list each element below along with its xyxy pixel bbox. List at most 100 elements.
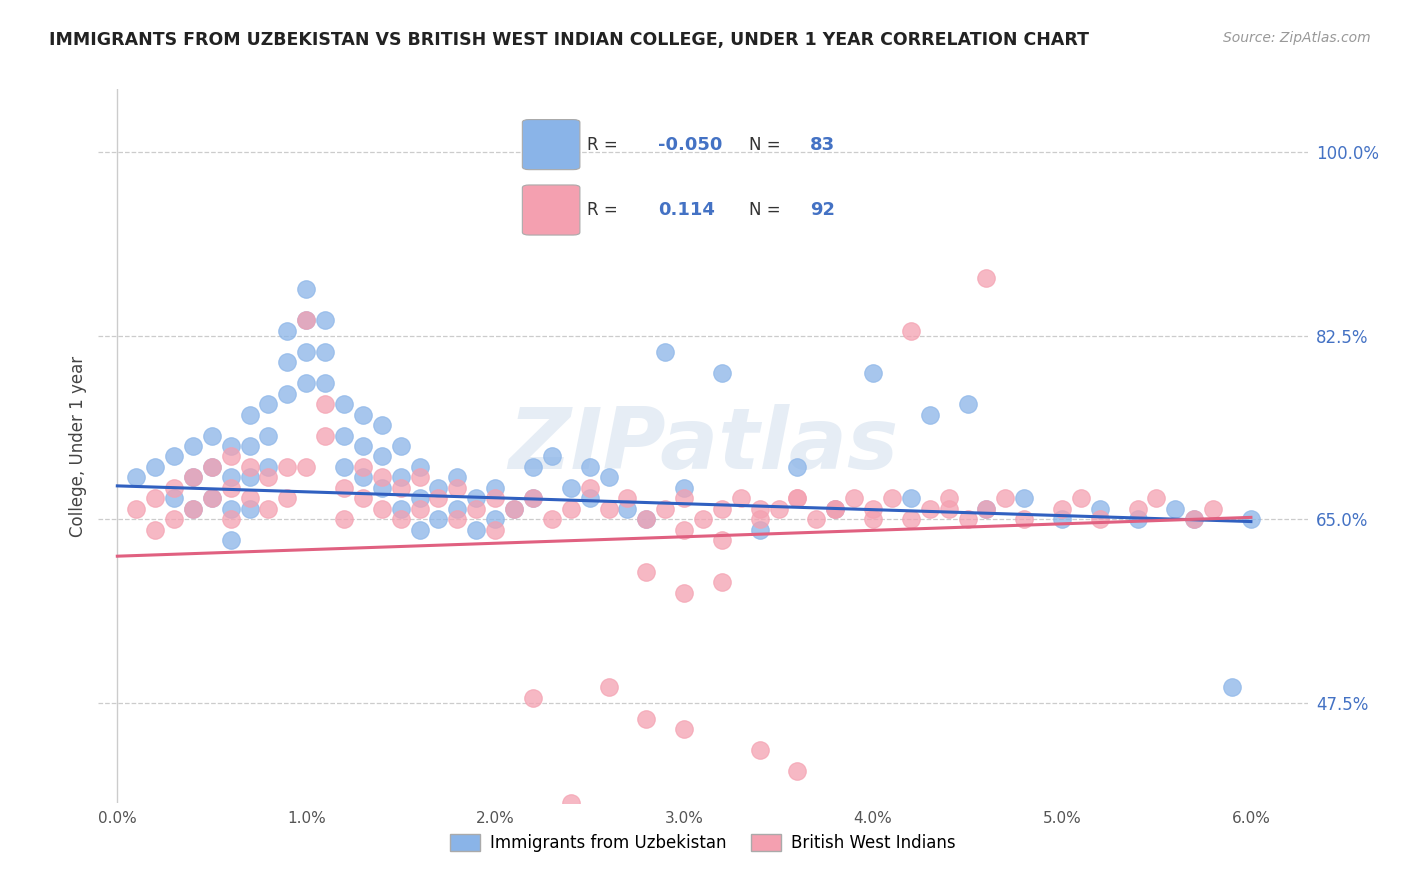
Point [446,512,468,526]
Point [900,491,922,506]
Point [465,523,488,537]
Point [143,460,166,475]
Point [446,502,468,516]
Point [598,470,620,484]
Point [408,470,430,484]
Point [862,502,884,516]
Point [956,397,979,411]
Point [181,470,204,484]
Point [900,324,922,338]
Text: ZIPatlas: ZIPatlas [508,404,898,488]
Point [333,397,356,411]
Point [352,470,374,484]
Point [616,502,638,516]
Point [314,376,336,390]
Point [257,428,280,442]
Point [143,491,166,506]
Point [239,460,262,475]
Point [918,502,941,516]
Point [786,764,808,779]
Point [844,491,866,506]
Point [371,450,394,464]
Point [295,460,318,475]
Point [710,366,733,380]
Point [219,450,242,464]
Point [163,491,186,506]
Point [522,491,544,506]
Point [598,681,620,695]
Point [333,460,356,475]
Point [786,491,808,506]
Point [408,460,430,475]
Point [503,502,526,516]
Point [408,502,430,516]
Point [408,491,430,506]
Point [276,491,298,506]
Point [786,491,808,506]
Point [239,502,262,516]
Point [748,523,770,537]
Point [295,282,318,296]
Point [938,491,960,506]
Point [201,428,224,442]
Point [163,512,186,526]
Point [748,502,770,516]
Point [427,491,450,506]
Point [371,417,394,432]
Point [201,491,224,506]
Point [824,502,846,516]
Point [219,481,242,495]
Point [654,502,676,516]
Point [918,408,941,422]
Point [484,523,506,537]
Point [276,324,298,338]
Point [824,502,846,516]
Point [484,481,506,495]
Point [352,439,374,453]
Point [710,502,733,516]
Point [976,502,998,516]
Point [276,460,298,475]
Point [636,712,658,726]
Point [560,502,582,516]
Point [257,460,280,475]
Point [314,428,336,442]
Point [673,523,696,537]
Point [181,502,204,516]
Point [163,450,186,464]
Point [219,470,242,484]
Point [446,481,468,495]
Point [125,502,148,516]
Point [1240,512,1263,526]
Point [314,344,336,359]
Point [219,502,242,516]
Point [427,512,450,526]
Point [578,481,600,495]
Point [560,796,582,810]
Point [219,512,242,526]
Point [181,439,204,453]
Point [484,491,506,506]
Point [673,491,696,506]
Point [257,470,280,484]
Point [673,586,696,600]
Point [389,502,412,516]
Text: IMMIGRANTS FROM UZBEKISTAN VS BRITISH WEST INDIAN COLLEGE, UNDER 1 YEAR CORRELAT: IMMIGRANTS FROM UZBEKISTAN VS BRITISH WE… [49,31,1090,49]
Point [1220,681,1243,695]
Point [1050,502,1073,516]
Point [956,512,979,526]
Point [976,502,998,516]
Point [598,502,620,516]
Point [578,491,600,506]
Point [201,460,224,475]
Point [880,491,903,506]
Point [1012,512,1035,526]
Point [352,460,374,475]
Point [276,355,298,369]
Point [522,491,544,506]
Point [314,313,336,327]
Legend: Immigrants from Uzbekistan, British West Indians: Immigrants from Uzbekistan, British West… [443,827,963,859]
Point [295,376,318,390]
Point [1202,502,1225,516]
Point [540,450,562,464]
